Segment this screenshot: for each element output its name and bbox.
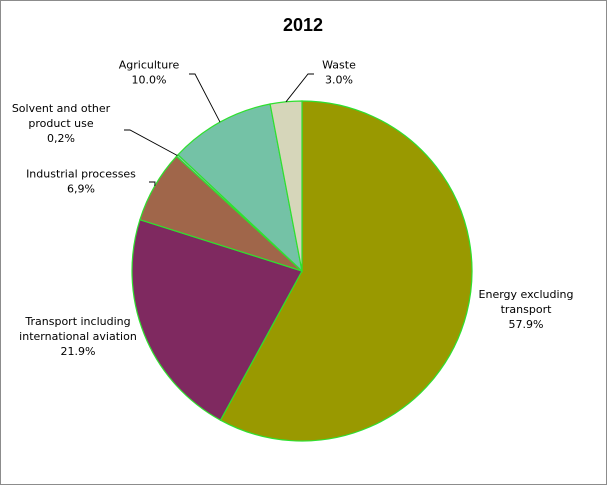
slice-value-label: 21.9% [61, 345, 96, 358]
pie-slice-0 [219, 100, 473, 442]
slice-name-label: Energy excluding [479, 288, 574, 301]
slice-value-label: 57.9% [509, 318, 544, 331]
chart-title: 2012 [283, 15, 323, 35]
slice-name-label: Agriculture [119, 59, 180, 72]
slice-label-5: Waste 3.0% [322, 59, 356, 87]
leader-line-2 [149, 181, 156, 187]
slice-label-0: Energy excluding transport 57.9% [479, 288, 574, 331]
slice-value-label: 0,2% [47, 132, 75, 145]
slice-labels: Energy excluding transport 57.9% Transport … [12, 59, 574, 359]
slice-name-label: Solvent and other [12, 102, 111, 115]
slice-name-label: Transport including [24, 315, 130, 328]
slice-name-label: product use [28, 117, 94, 130]
slice-name-label: transport [501, 303, 553, 316]
leader-lines [124, 73, 314, 187]
slice-value-label: 10.0% [132, 74, 167, 87]
slice-label-3: Solvent and other product use 0,2% [12, 102, 111, 145]
pie-slices [131, 100, 473, 442]
slice-name-label: international aviation [19, 330, 137, 343]
slice-name-label: Waste [322, 59, 356, 72]
leader-line-3 [124, 129, 178, 156]
slice-value-label: 6,9% [67, 183, 95, 196]
slice-label-1: Transport including international aviatio… [19, 315, 137, 358]
leader-line-5 [285, 73, 314, 103]
slice-label-4: Agriculture 10.0% [119, 59, 180, 87]
leader-line-4 [189, 73, 221, 123]
pie-slice-1 [131, 218, 303, 422]
slice-name-label: Industrial processes [26, 168, 136, 181]
slice-value-label: 3.0% [325, 74, 353, 87]
slice-label-2: Industrial processes 6,9% [26, 168, 136, 196]
